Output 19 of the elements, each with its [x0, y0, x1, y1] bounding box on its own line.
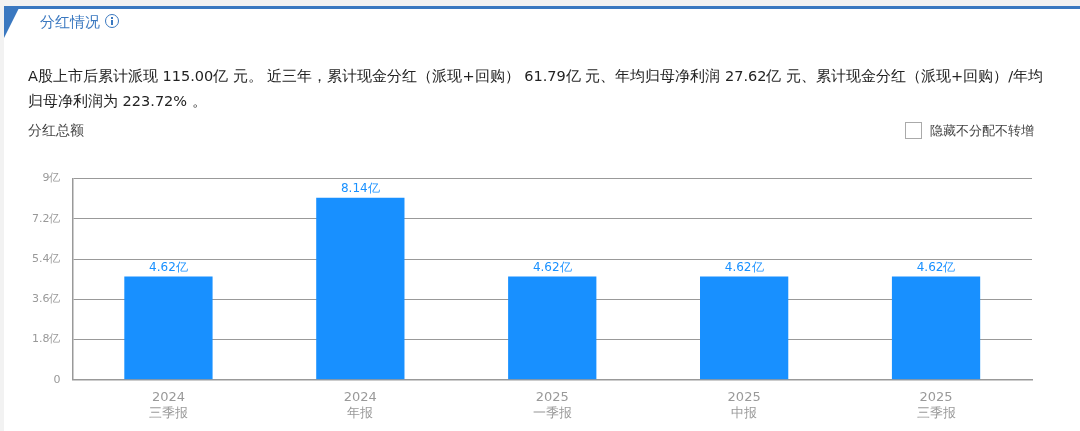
- data-label: 8.14亿: [340, 180, 380, 195]
- data-label: 4.62亿: [532, 259, 572, 274]
- y-tick-label: 3.6亿: [31, 292, 61, 306]
- chart-title: 分红情况: [40, 13, 100, 32]
- y-axis-title: 分红总额: [28, 122, 84, 140]
- text: 隐藏不分配不转增: [930, 122, 1034, 140]
- x-tick-label: 2025 中报: [727, 388, 761, 420]
- y-tick-label: 0: [53, 372, 61, 386]
- chart-subtitle: A股上市后累计派现 115.00亿 元。 近三年，累计现金分红（派现+回购） 61.79亿 元、年均归母净利润 27.62亿 元、累计现金分红（派现+回购）/年均归母净利润为 223.72% 。: [28, 67, 1045, 111]
- data-label: 4.62亿: [916, 259, 956, 274]
- y-tick-label: 1.8亿: [31, 332, 61, 346]
- data-label: 4.62亿: [149, 259, 188, 274]
- x-tick-label: 2025 三季报: [916, 388, 956, 420]
- x-tick-label: 2024 年报: [343, 388, 377, 420]
- data-label: 4.62亿: [724, 259, 764, 274]
- x-tick-label: 2024 三季报: [148, 388, 188, 420]
- y-tick-label: 5.4亿: [31, 251, 61, 265]
- y-tick-label: 7.2亿: [31, 211, 61, 225]
- y-tick-label: 9亿: [42, 171, 61, 185]
